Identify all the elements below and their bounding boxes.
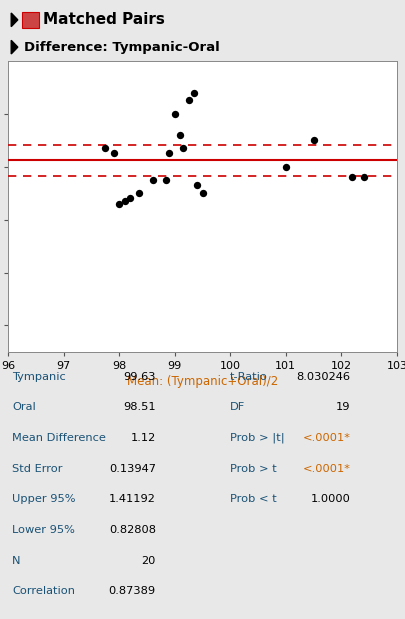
Point	[199, 188, 206, 198]
Text: t-Ratio: t-Ratio	[230, 371, 268, 381]
Point	[283, 162, 289, 171]
Point	[180, 143, 186, 153]
Text: Matched Pairs: Matched Pairs	[43, 12, 165, 27]
Text: Oral: Oral	[12, 402, 36, 412]
Text: 19: 19	[336, 402, 350, 412]
Point	[116, 199, 122, 209]
X-axis label: Mean: (Tympanic+Oral)/2: Mean: (Tympanic+Oral)/2	[127, 375, 278, 388]
Text: Tympanic: Tympanic	[12, 371, 66, 381]
Text: Prob > t: Prob > t	[230, 464, 277, 474]
Text: <.0001*: <.0001*	[303, 433, 350, 443]
Point	[310, 135, 317, 145]
Point	[127, 194, 134, 204]
Text: Lower 95%: Lower 95%	[12, 525, 75, 535]
Point	[102, 143, 109, 153]
Text: Upper 95%: Upper 95%	[12, 494, 75, 504]
Point	[166, 149, 173, 158]
Text: DF: DF	[230, 402, 245, 412]
Text: Prob > |t|: Prob > |t|	[230, 433, 284, 443]
Point	[185, 95, 192, 105]
Text: 0.82808: 0.82808	[109, 525, 156, 535]
Text: 1.41192: 1.41192	[109, 494, 156, 504]
Point	[149, 175, 156, 185]
Point	[122, 196, 128, 206]
Point	[111, 149, 117, 158]
Text: Prob < t: Prob < t	[230, 494, 277, 504]
Point	[194, 180, 200, 190]
Text: 98.51: 98.51	[123, 402, 156, 412]
Text: 99.63: 99.63	[124, 371, 156, 381]
Text: 0.87389: 0.87389	[109, 586, 156, 596]
Polygon shape	[11, 40, 18, 54]
Point	[177, 130, 183, 140]
Text: 20: 20	[141, 556, 156, 566]
Point	[135, 188, 142, 198]
Point	[349, 172, 356, 182]
Text: 8.030246: 8.030246	[296, 371, 350, 381]
Text: Correlation: Correlation	[12, 586, 75, 596]
Text: 1.12: 1.12	[130, 433, 156, 443]
Text: <.0001*: <.0001*	[303, 464, 350, 474]
Text: Mean Difference: Mean Difference	[12, 433, 106, 443]
Text: Difference: Tympanic-Oral: Difference: Tympanic-Oral	[23, 41, 220, 54]
Point	[163, 175, 170, 185]
Text: N: N	[12, 556, 21, 566]
Point	[171, 109, 178, 119]
Polygon shape	[11, 13, 18, 27]
FancyBboxPatch shape	[22, 12, 39, 28]
Point	[360, 172, 367, 182]
Point	[191, 88, 197, 98]
Text: 1.0000: 1.0000	[310, 494, 350, 504]
Text: Std Error: Std Error	[12, 464, 62, 474]
Text: 0.13947: 0.13947	[109, 464, 156, 474]
